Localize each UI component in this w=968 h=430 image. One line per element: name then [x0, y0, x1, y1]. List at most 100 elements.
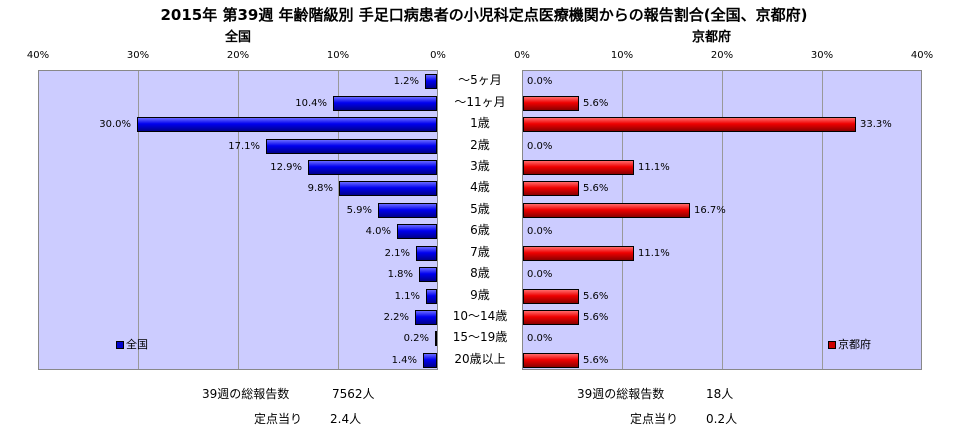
kyoto-total-value: 18人 — [706, 387, 734, 401]
kyoto-data-label: 0.0% — [527, 269, 553, 281]
kyoto-total-label: 39週の総報告数 — [577, 387, 665, 401]
kyoto-tick-label: 30% — [810, 50, 834, 61]
national-bar — [425, 74, 437, 90]
national-data-label: 1.2% — [393, 76, 419, 88]
national-data-label: 1.8% — [387, 269, 413, 281]
national-data-label: 9.8% — [307, 183, 333, 195]
category-label: ～5ヶ月 — [458, 73, 502, 88]
national-gridline — [338, 71, 339, 369]
kyoto-data-label: 16.7% — [694, 204, 726, 216]
kyoto-bar — [523, 202, 690, 218]
national-bar — [426, 288, 437, 304]
chart-title: 2015年 第39週 年齢階級別 手足口病患者の小児科定点医療機関からの報告割合… — [160, 6, 808, 24]
kyoto-bar — [523, 245, 634, 261]
national-data-label: 30.0% — [99, 119, 131, 131]
national-bar — [415, 309, 437, 325]
category-label: 4歳 — [470, 180, 490, 195]
national-bar — [423, 352, 437, 368]
national-plot-area: 1.2% 10.4% 30.0% 17.1% 12.9% 9.8% 5.9% 4.0% 2.1%… — [38, 70, 438, 370]
kyoto-data-label: 0.0% — [527, 140, 553, 152]
national-tick-label: 10% — [326, 50, 350, 61]
kyoto-gridline — [822, 71, 823, 369]
kyoto-data-label: 5.6% — [583, 354, 609, 366]
national-data-label: 2.2% — [383, 311, 409, 323]
category-label: 2歳 — [470, 137, 490, 152]
kyoto-data-label: 5.6% — [583, 290, 609, 302]
kyoto-tick-label: 40% — [910, 50, 934, 61]
kyoto-per-label: 定点当り — [630, 412, 679, 426]
kyoto-data-label: 5.6% — [583, 97, 609, 109]
kyoto-tick-label: 10% — [610, 50, 634, 61]
national-bar — [419, 267, 437, 283]
category-label: 1歳 — [470, 116, 490, 131]
kyoto-bar — [523, 95, 579, 111]
kyoto-bar — [523, 117, 856, 133]
kyoto-per-value: 0.2人 — [706, 412, 738, 426]
category-label: 9歳 — [470, 287, 490, 302]
national-per-label: 定点当り — [254, 412, 303, 426]
national-data-label: 1.4% — [391, 354, 417, 366]
national-data-label: 2.1% — [384, 247, 410, 259]
kyoto-gridline — [722, 71, 723, 369]
kyoto-tick-label: 0% — [514, 50, 530, 61]
national-tick-label: 30% — [126, 50, 150, 61]
national-total-label: 39週の総報告数 — [202, 387, 290, 401]
kyoto-data-label: 0.0% — [527, 76, 553, 88]
national-bar — [378, 202, 437, 218]
category-label: ～11ヶ月 — [454, 94, 506, 109]
kyoto-bar — [523, 288, 579, 304]
national-bar — [333, 95, 437, 111]
kyoto-data-label: 0.0% — [527, 333, 553, 345]
national-data-label: 1.1% — [394, 290, 420, 302]
kyoto-chart-title: 京都府 — [692, 30, 732, 45]
national-data-label: 10.4% — [295, 97, 327, 109]
kyoto-data-label: 5.6% — [583, 183, 609, 195]
national-bar — [308, 159, 437, 175]
kyoto-legend: 京都府 — [828, 336, 871, 352]
kyoto-data-label: 11.1% — [638, 161, 670, 173]
national-bar — [339, 181, 437, 197]
national-legend: 全国 — [116, 336, 148, 352]
national-legend-swatch — [116, 341, 124, 349]
kyoto-bar — [523, 159, 634, 175]
kyoto-data-label: 11.1% — [638, 247, 670, 259]
national-data-label: 17.1% — [228, 140, 260, 152]
kyoto-gridline — [622, 71, 623, 369]
category-label: 20歳以上 — [454, 351, 506, 366]
national-chart-title: 全国 — [225, 30, 252, 45]
kyoto-bar — [523, 309, 579, 325]
national-tick-label: 0% — [430, 50, 446, 61]
national-gridline — [138, 71, 139, 369]
category-label: 5歳 — [470, 201, 490, 216]
national-per-value: 2.4人 — [330, 412, 362, 426]
kyoto-legend-label: 京都府 — [838, 338, 871, 351]
national-bar — [435, 331, 437, 347]
kyoto-bar — [523, 352, 579, 368]
national-bar — [266, 138, 437, 154]
national-data-label: 5.9% — [346, 204, 372, 216]
national-data-label: 4.0% — [365, 226, 391, 238]
national-data-label: 12.9% — [270, 161, 302, 173]
national-data-label: 0.2% — [403, 333, 429, 345]
national-bar — [416, 245, 437, 261]
kyoto-data-label: 33.3% — [860, 119, 892, 131]
kyoto-data-label: 0.0% — [527, 226, 553, 238]
kyoto-data-label: 5.6% — [583, 311, 609, 323]
national-bar — [137, 117, 437, 133]
national-total-value: 7562人 — [332, 387, 375, 401]
category-label: 8歳 — [470, 266, 490, 281]
kyoto-tick-label: 20% — [710, 50, 734, 61]
kyoto-plot-area: 0.0% 5.6% 33.3% 0.0% 11.1% 5.6% 16.7% 0.0% 11.1%… — [522, 70, 922, 370]
category-label: 3歳 — [470, 158, 490, 173]
kyoto-bar — [523, 181, 579, 197]
national-bar — [397, 224, 437, 240]
kyoto-legend-swatch — [828, 341, 836, 349]
national-tick-label: 20% — [226, 50, 250, 61]
national-gridline — [238, 71, 239, 369]
category-label: 7歳 — [470, 244, 490, 259]
national-tick-label: 40% — [26, 50, 50, 61]
category-label: 6歳 — [470, 223, 490, 238]
category-label: 15～19歳 — [452, 330, 508, 345]
category-label: 10～14歳 — [452, 308, 508, 323]
national-legend-label: 全国 — [126, 338, 148, 351]
